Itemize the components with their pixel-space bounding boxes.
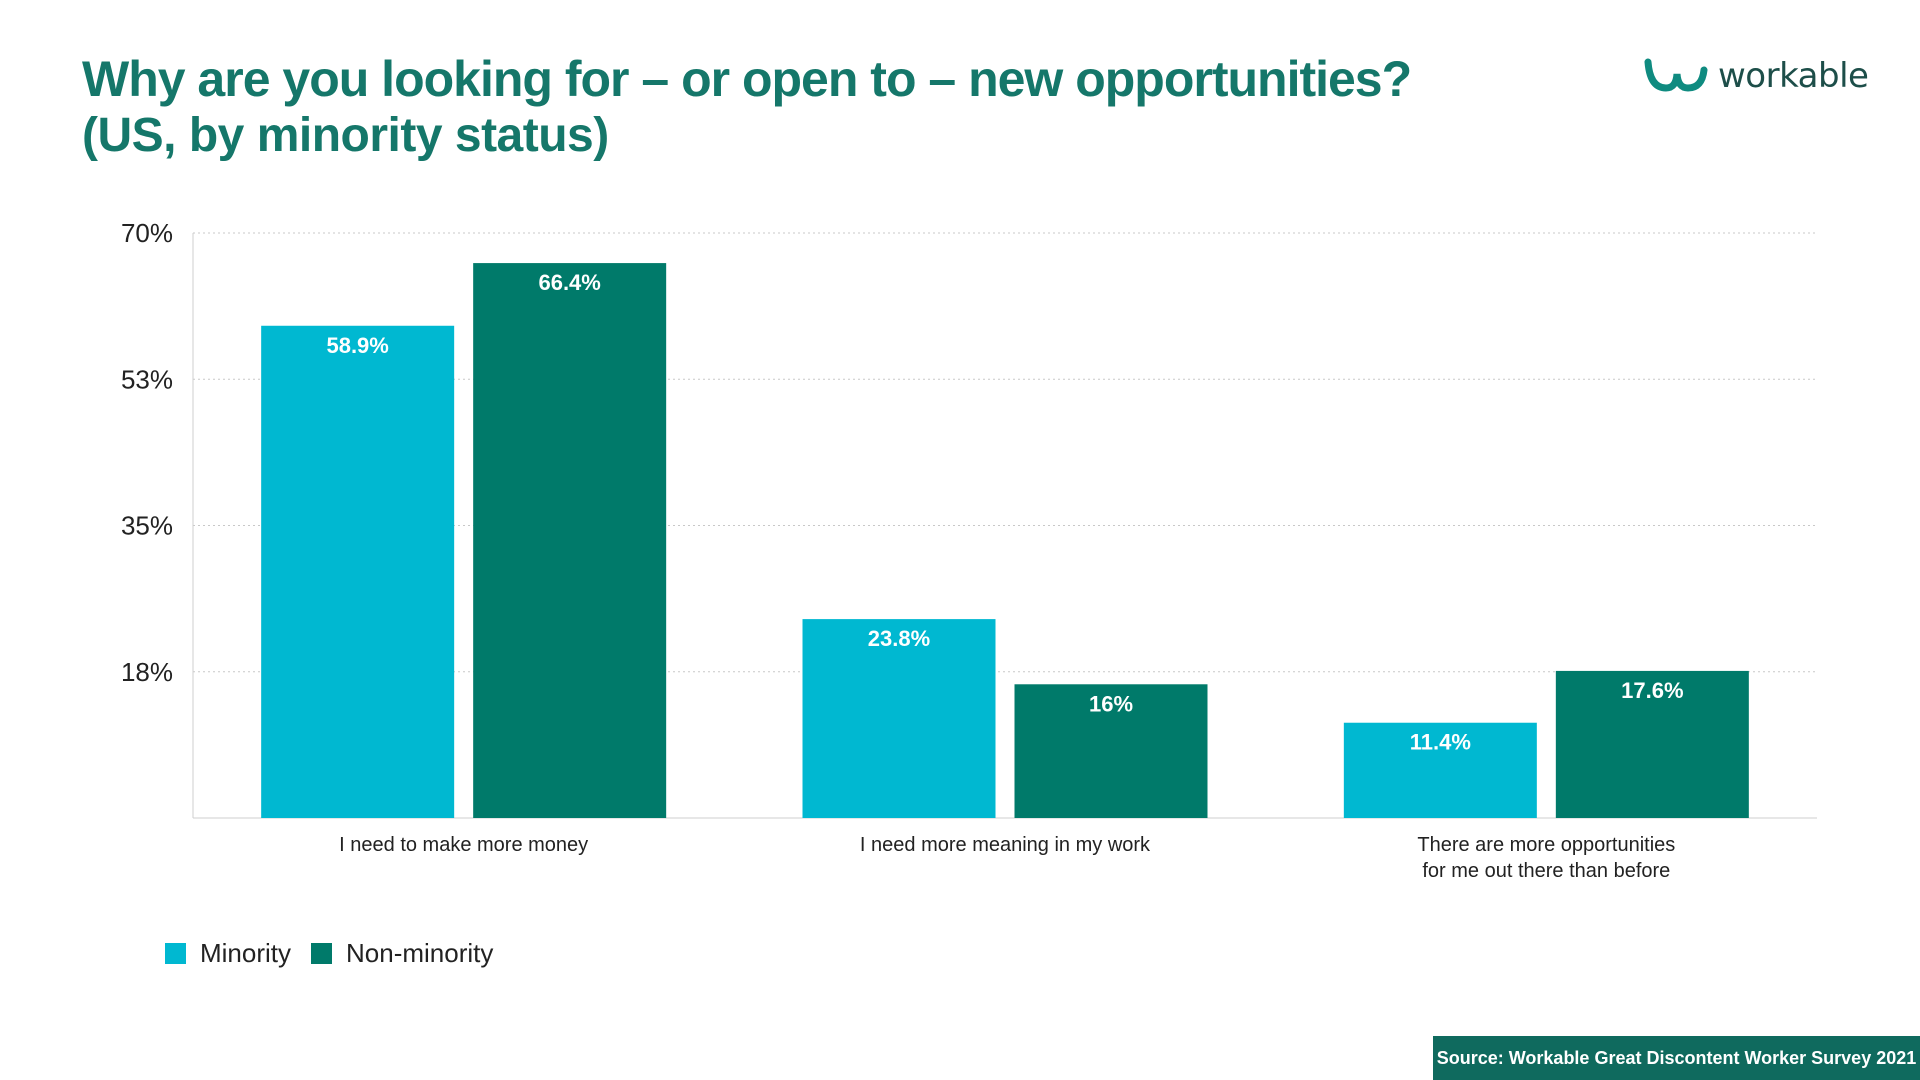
workable-w-icon — [1644, 58, 1708, 92]
x-tick-label: I need to make more money — [339, 834, 588, 856]
x-tick-label: There are more opportunities — [1417, 834, 1675, 856]
chart-title: Why are you looking for – or open to – n… — [82, 51, 1412, 107]
bar — [261, 325, 455, 818]
legend-item-non-minority: Non-minority — [311, 938, 493, 969]
bar-value-label: 58.9% — [326, 333, 388, 358]
bar-value-label: 23.8% — [868, 626, 930, 651]
x-tick-label: I need more meaning in my work — [860, 834, 1151, 856]
legend: Minority Non-minority — [165, 938, 513, 969]
bar-value-label: 16% — [1089, 691, 1133, 716]
bar — [473, 263, 667, 819]
bar — [1014, 684, 1208, 818]
y-tick-label: 35% — [121, 511, 173, 541]
y-tick-label: 53% — [121, 364, 173, 394]
y-tick-label: 18% — [121, 657, 173, 687]
logo-text: workable — [1718, 56, 1869, 96]
bar-chart: 18% 35% 53% 70% 58.9% 66.4% I need to make mor… — [121, 218, 1817, 882]
bar — [802, 619, 996, 818]
bar — [1343, 722, 1537, 818]
chart-subtitle: (US, by minority status) — [82, 109, 609, 162]
y-tick-label: 70% — [121, 218, 173, 248]
workable-logo: workable — [1644, 56, 1869, 96]
x-tick-label: for me out there than before — [1422, 860, 1670, 882]
bar — [1555, 670, 1749, 818]
legend-swatch-minority — [165, 943, 186, 964]
source-note: Source: Workable Great Discontent Worker… — [1433, 1036, 1920, 1080]
bar-value-label: 17.6% — [1621, 678, 1683, 703]
legend-label-non-minority: Non-minority — [346, 938, 494, 968]
legend-label-minority: Minority — [200, 938, 292, 968]
bar-value-label: 11.4% — [1410, 730, 1471, 755]
legend-item-minority: Minority — [165, 938, 291, 969]
bar-value-label: 66.4% — [538, 270, 600, 295]
legend-swatch-non-minority — [311, 943, 333, 964]
